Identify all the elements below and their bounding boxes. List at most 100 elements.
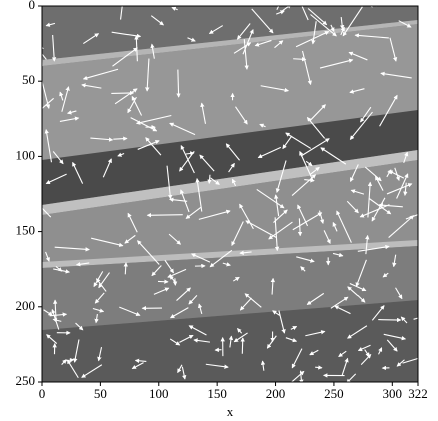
motion-arrow	[244, 293, 262, 308]
motion-arrow	[254, 39, 272, 47]
motion-arrow	[349, 282, 367, 292]
motion-arrow	[198, 209, 231, 220]
motion-arrow	[145, 137, 162, 156]
motion-arrow	[386, 169, 392, 178]
motion-arrow	[350, 164, 359, 183]
motion-arrow	[185, 151, 195, 156]
motion-arrow	[119, 306, 141, 317]
motion-arrow	[349, 111, 373, 140]
motion-arrow	[46, 334, 58, 344]
motion-arrow	[398, 20, 412, 28]
motion-arrow	[367, 181, 373, 218]
motion-arrow	[349, 88, 365, 94]
motion-arrow	[181, 366, 187, 380]
motion-arrow	[153, 287, 170, 295]
plot-frame	[41, 5, 419, 383]
motion-arrow	[342, 6, 363, 37]
aerial-image	[42, 6, 418, 382]
motion-arrow	[185, 206, 202, 219]
motion-arrow	[292, 212, 323, 231]
motion-arrow	[146, 213, 183, 218]
motion-arrow	[307, 8, 328, 26]
motion-arrow	[117, 152, 125, 157]
motion-arrow	[242, 29, 254, 55]
y-tick-label: 50	[22, 72, 35, 87]
motion-arrow	[45, 22, 56, 27]
motion-arrow	[233, 42, 252, 54]
motion-arrow	[131, 362, 144, 370]
motion-arrow	[94, 292, 105, 304]
motion-arrow	[53, 268, 71, 274]
motion-arrow	[378, 202, 403, 208]
motion-arrow	[83, 33, 100, 45]
motion-arrow	[169, 122, 196, 136]
motion-arrow	[200, 102, 207, 124]
motion-arrow	[75, 262, 90, 267]
motion-arrow	[306, 292, 325, 305]
motion-arrow	[231, 221, 244, 246]
motion-arrow	[42, 207, 52, 218]
motion-arrow	[239, 250, 252, 255]
motion-arrow	[59, 116, 80, 123]
y-tick-label: 250	[16, 373, 36, 388]
motion-arrow	[315, 365, 323, 370]
motion-arrow	[371, 197, 386, 222]
motion-arrow	[347, 286, 359, 297]
motion-arrow	[319, 58, 354, 69]
motion-arrow	[239, 203, 254, 230]
motion-arrow	[210, 177, 220, 185]
motion-arrow	[187, 37, 196, 42]
motion-arrow	[304, 178, 315, 183]
motion-arrow	[209, 249, 233, 268]
motion-arrow	[233, 276, 240, 282]
motion-arrow	[93, 271, 104, 288]
motion-arrow	[205, 363, 229, 369]
motion-arrow	[45, 251, 50, 262]
motion-arrow	[61, 86, 70, 112]
motion-arrow	[282, 135, 293, 150]
motion-arrow	[44, 129, 53, 163]
motion-arrow	[293, 57, 307, 62]
motion-arrow	[51, 34, 57, 62]
motion-arrow	[295, 31, 330, 48]
motion-arrow	[291, 370, 305, 382]
motion-arrow	[395, 287, 403, 300]
motion-arrow	[379, 94, 398, 127]
motion-arrow	[375, 175, 384, 191]
motion-arrow	[91, 237, 124, 247]
motion-arrow	[347, 325, 368, 339]
motion-arrow	[341, 357, 349, 376]
motion-arrow	[228, 162, 235, 173]
motion-arrow	[231, 178, 237, 187]
motion-arrow	[306, 116, 326, 139]
motion-arrow	[112, 47, 138, 67]
motion-arrow	[180, 144, 195, 174]
motion-arrow	[150, 15, 164, 26]
motion-arrow	[251, 8, 274, 34]
motion-arrow	[336, 210, 352, 243]
motion-arrow	[330, 24, 335, 33]
motion-arrow	[59, 91, 64, 101]
motion-arrow	[207, 174, 212, 184]
motion-arrow	[310, 14, 337, 37]
motion-arrow	[208, 25, 224, 35]
y-tick-label: 200	[16, 298, 36, 313]
motion-arrow	[82, 68, 119, 81]
motion-arrow	[73, 339, 80, 363]
motion-arrow	[323, 230, 331, 244]
y-tick-label: 150	[16, 223, 36, 238]
motion-arrow	[225, 143, 241, 161]
motion-arrow	[53, 299, 58, 322]
motion-arrow	[98, 272, 110, 289]
x-axis-label: x	[227, 404, 234, 419]
motion-arrow	[275, 160, 287, 193]
motion-arrow	[111, 90, 135, 96]
y-tick-label: 100	[16, 147, 36, 162]
x-tick-label: 100	[149, 386, 169, 401]
motion-arrow	[386, 339, 398, 352]
motion-arrow	[171, 6, 178, 11]
motion-arrow	[272, 310, 281, 316]
motion-arrow	[274, 40, 284, 49]
motion-arrow	[403, 182, 408, 196]
